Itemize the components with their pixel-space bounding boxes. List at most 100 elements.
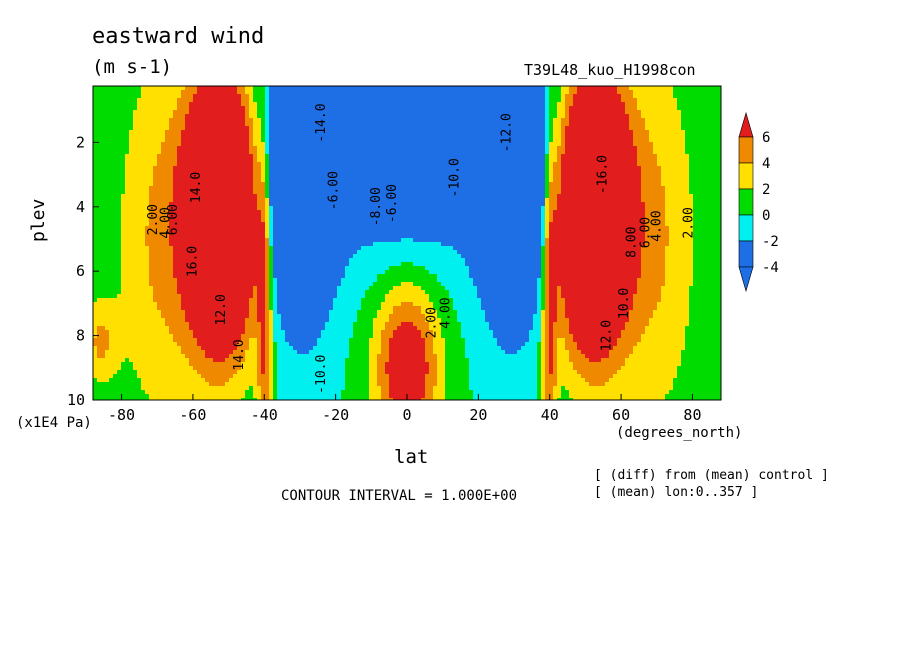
field-cell [537, 86, 542, 91]
field-cell [457, 90, 462, 95]
field-cell [525, 158, 530, 163]
field-cell [229, 190, 234, 195]
field-cell [649, 206, 654, 211]
field-cell [153, 122, 158, 127]
field-cell [113, 126, 118, 131]
field-cell [389, 198, 394, 203]
field-cell [577, 166, 582, 171]
field-cell [557, 210, 562, 215]
field-cell [533, 166, 538, 171]
field-cell [417, 130, 422, 135]
field-cell [713, 198, 718, 203]
field-cell [277, 90, 282, 95]
field-cell [349, 198, 354, 203]
field-cell [329, 114, 334, 119]
field-cell [677, 90, 682, 95]
field-cell [541, 162, 546, 167]
field-cell [681, 206, 686, 211]
field-cell [253, 190, 258, 195]
field-cell [137, 114, 142, 119]
field-cell [121, 162, 126, 167]
field-cell [517, 110, 522, 115]
field-cell [649, 150, 654, 155]
field-cell [509, 118, 514, 123]
field-cell [373, 110, 378, 115]
field-cell [609, 162, 614, 167]
field-cell [133, 178, 138, 183]
field-cell [201, 134, 206, 139]
field-cell [273, 170, 278, 175]
field-cell [369, 106, 374, 111]
field-cell [261, 190, 266, 195]
field-cell [201, 142, 206, 147]
field-cell [205, 158, 210, 163]
field-cell [465, 134, 470, 139]
field-cell [349, 126, 354, 131]
field-cell [181, 94, 186, 99]
field-cell [433, 130, 438, 135]
field-cell [517, 182, 522, 187]
field-cell [413, 146, 418, 151]
field-cell [157, 134, 162, 139]
field-cell [641, 178, 646, 183]
field-cell [189, 182, 194, 187]
field-cell [249, 206, 254, 211]
field-cell [689, 138, 694, 143]
field-cell [337, 198, 342, 203]
field-cell [573, 166, 578, 171]
field-cell [285, 194, 290, 199]
field-cell [257, 182, 262, 187]
field-cell [577, 138, 582, 143]
field-cell [561, 114, 566, 119]
field-cell [533, 102, 538, 107]
field-cell [221, 194, 226, 199]
field-cell [189, 170, 194, 175]
field-cell [197, 114, 202, 119]
field-cell [513, 138, 518, 143]
field-cell [505, 150, 510, 155]
field-cell [357, 102, 362, 107]
field-cell [457, 98, 462, 103]
field-cell [685, 154, 690, 159]
field-cell [133, 190, 138, 195]
field-cell [261, 118, 266, 123]
field-cell [665, 154, 670, 159]
field-cell [633, 182, 638, 187]
field-cell [329, 90, 334, 95]
field-cell [217, 190, 222, 195]
field-cell [549, 194, 554, 199]
field-cell [145, 190, 150, 195]
field-cell [445, 134, 450, 139]
field-cell [189, 138, 194, 143]
field-cell [493, 174, 498, 179]
field-cell [453, 98, 458, 103]
field-cell [185, 118, 190, 123]
field-cell [409, 146, 414, 151]
field-cell [333, 126, 338, 131]
field-cell [477, 198, 482, 203]
field-cell [201, 170, 206, 175]
field-cell [465, 158, 470, 163]
field-cell [405, 126, 410, 131]
field-cell [201, 182, 206, 187]
field-cell [357, 146, 362, 151]
field-cell [649, 126, 654, 131]
field-cell [209, 146, 214, 151]
field-cell [513, 102, 518, 107]
field-cell [429, 210, 434, 215]
field-cell [313, 130, 318, 135]
field-cell [397, 206, 402, 211]
field-cell [693, 190, 698, 195]
field-cell [465, 126, 470, 131]
field-cell [633, 190, 638, 195]
field-cell [141, 158, 146, 163]
field-cell [645, 142, 650, 147]
field-cell [605, 90, 610, 95]
field-cell [289, 102, 294, 107]
field-cell [229, 130, 234, 135]
field-cell [629, 142, 634, 147]
field-cell [405, 122, 410, 127]
field-cell [237, 150, 242, 155]
field-cell [209, 166, 214, 171]
field-cell [481, 182, 486, 187]
